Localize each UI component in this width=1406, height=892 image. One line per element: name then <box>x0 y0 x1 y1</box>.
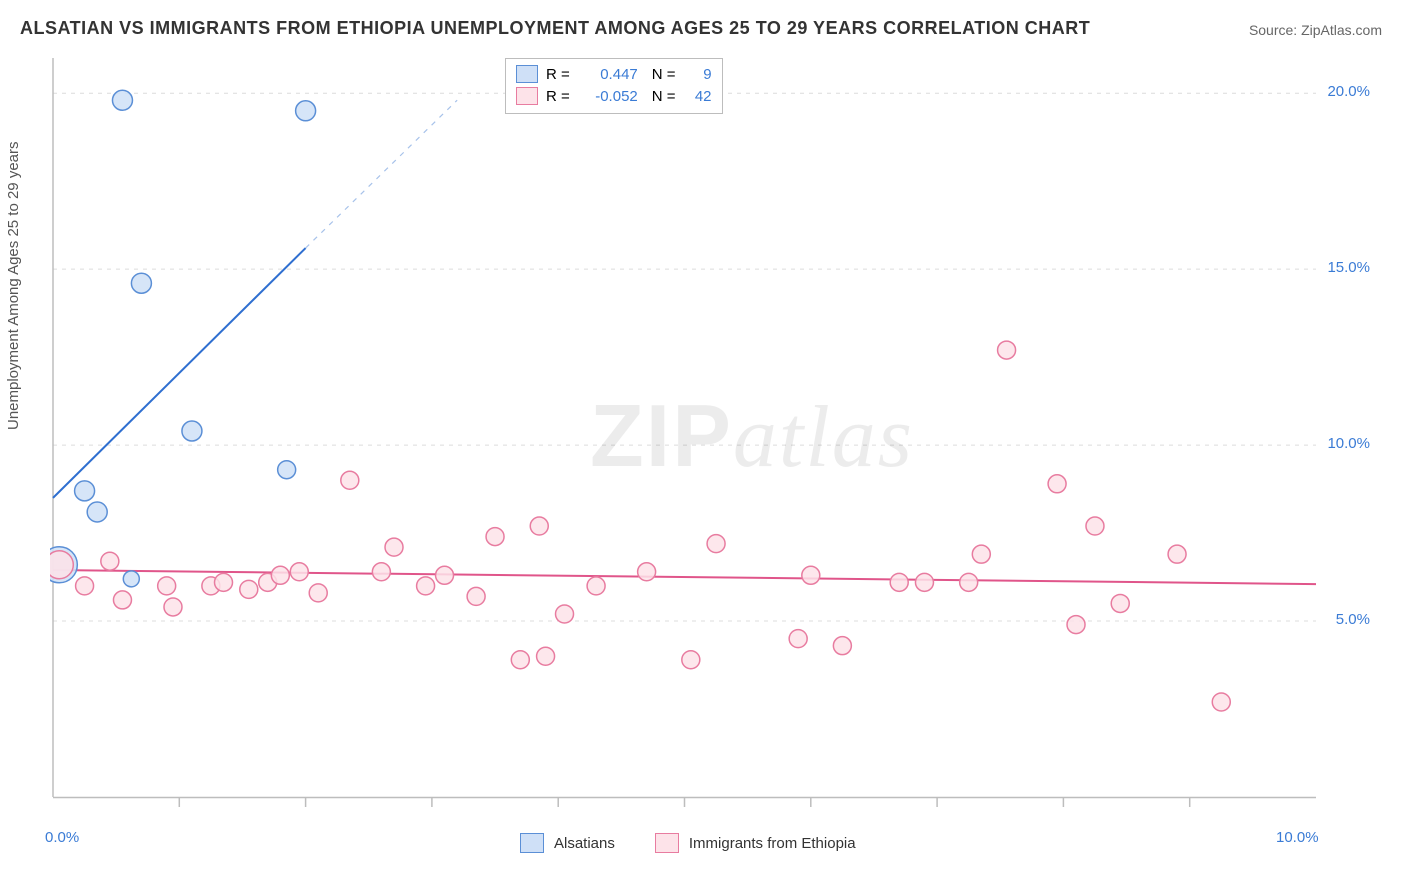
y-tick-label: 20.0% <box>1327 83 1370 100</box>
legend-series-label: Immigrants from Ethiopia <box>689 835 856 852</box>
legend-n-label: N = <box>652 88 676 105</box>
legend-n-label: N = <box>652 66 676 83</box>
plot-area: ZIPatlas R = 0.447 N = 9 R = -0.052 N = … <box>50 55 1376 825</box>
legend-n-value: 42 <box>684 88 712 105</box>
legend-r-label: R = <box>546 88 570 105</box>
scatter-chart <box>50 55 1376 825</box>
legend-swatch <box>655 833 679 853</box>
legend-swatch <box>520 833 544 853</box>
legend-stats-row: R = 0.447 N = 9 <box>516 63 712 85</box>
legend-n-value: 9 <box>684 66 712 83</box>
legend-r-value: -0.052 <box>578 88 638 105</box>
legend-r-value: 0.447 <box>578 66 638 83</box>
legend-series-label: Alsatians <box>554 835 615 852</box>
legend-swatch <box>516 65 538 83</box>
y-tick-label: 5.0% <box>1336 611 1370 628</box>
chart-title: ALSATIAN VS IMMIGRANTS FROM ETHIOPIA UNE… <box>20 18 1090 39</box>
source-label: Source: ZipAtlas.com <box>1249 22 1382 38</box>
legend-swatch <box>516 87 538 105</box>
y-tick-label: 15.0% <box>1327 259 1370 276</box>
x-tick-label: 0.0% <box>45 829 79 846</box>
y-tick-label: 10.0% <box>1327 435 1370 452</box>
legend-stats: R = 0.447 N = 9 R = -0.052 N = 42 <box>505 58 723 114</box>
legend-series: Alsatians Immigrants from Ethiopia <box>520 833 856 853</box>
legend-stats-row: R = -0.052 N = 42 <box>516 85 712 107</box>
y-axis-label: Unemployment Among Ages 25 to 29 years <box>5 141 22 430</box>
legend-r-label: R = <box>546 66 570 83</box>
x-tick-label: 10.0% <box>1276 829 1319 846</box>
